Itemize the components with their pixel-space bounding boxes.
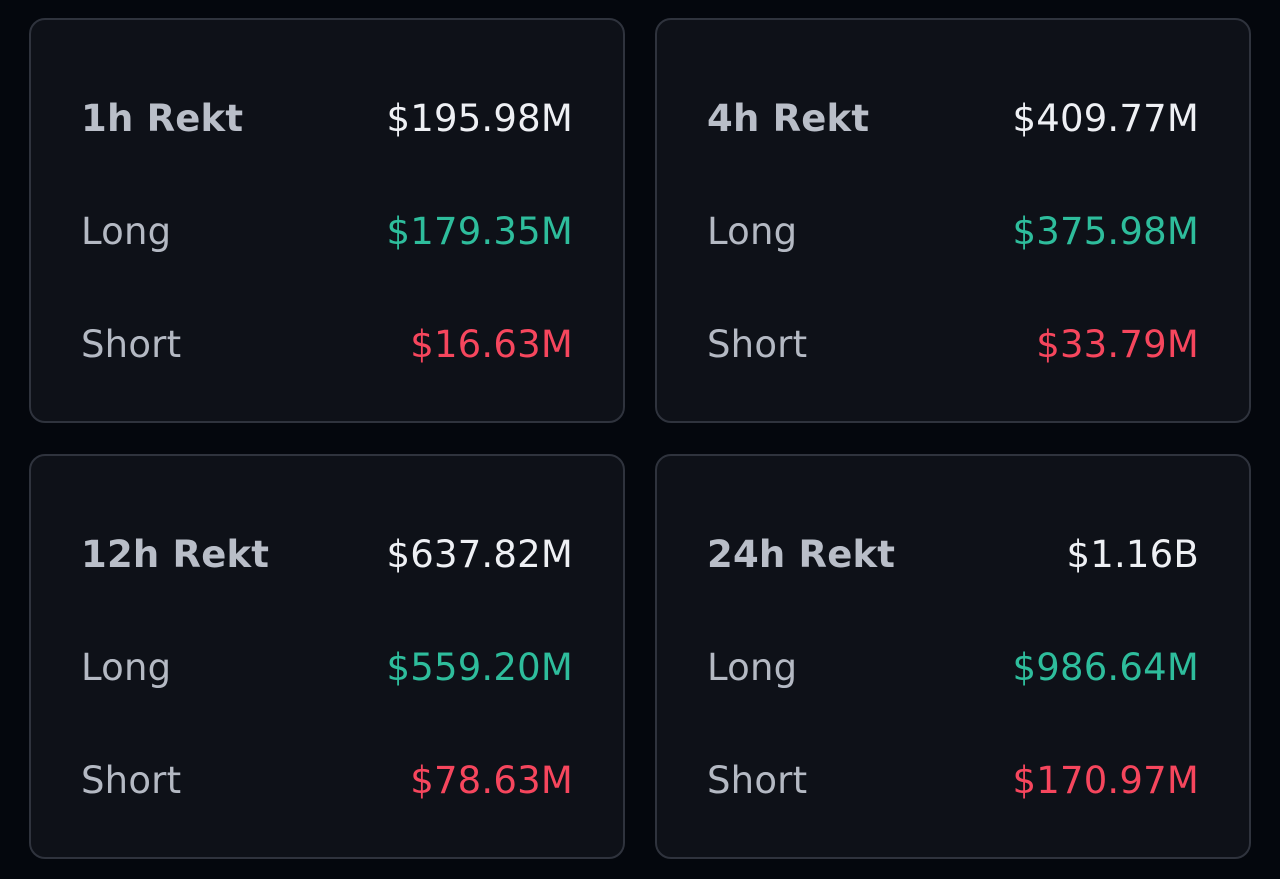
rekt-period-title: 24h Rekt: [707, 532, 896, 576]
rekt-grid: 1h Rekt $195.98M Long $179.35M Short $16…: [29, 18, 1251, 859]
short-label: Short: [707, 758, 808, 802]
short-value: $33.79M: [1036, 322, 1199, 366]
rekt-period-title: 1h Rekt: [81, 96, 244, 140]
rekt-total-value: $409.77M: [1012, 96, 1199, 140]
long-label: Long: [707, 645, 798, 689]
rekt-short-row: Short $33.79M: [707, 314, 1199, 374]
rekt-total-value: $637.82M: [386, 532, 573, 576]
long-value: $986.64M: [1012, 645, 1199, 689]
rekt-long-row: Long $986.64M: [707, 637, 1199, 697]
rekt-long-row: Long $179.35M: [81, 201, 573, 261]
rekt-long-row: Long $559.20M: [81, 637, 573, 697]
long-label: Long: [707, 209, 798, 253]
rekt-total-value: $195.98M: [386, 96, 573, 140]
short-label: Short: [707, 322, 808, 366]
rekt-card-4h[interactable]: 4h Rekt $409.77M Long $375.98M Short $33…: [655, 18, 1251, 423]
rekt-total-row: 1h Rekt $195.98M: [81, 88, 573, 148]
rekt-card-1h[interactable]: 1h Rekt $195.98M Long $179.35M Short $16…: [29, 18, 625, 423]
long-value: $559.20M: [386, 645, 573, 689]
rekt-total-value: $1.16B: [1066, 532, 1199, 576]
rekt-short-row: Short $78.63M: [81, 750, 573, 810]
rekt-card-12h[interactable]: 12h Rekt $637.82M Long $559.20M Short $7…: [29, 454, 625, 859]
short-label: Short: [81, 758, 182, 802]
rekt-short-row: Short $16.63M: [81, 314, 573, 374]
rekt-long-row: Long $375.98M: [707, 201, 1199, 261]
rekt-total-row: 24h Rekt $1.16B: [707, 524, 1199, 584]
short-value: $16.63M: [410, 322, 573, 366]
long-label: Long: [81, 645, 172, 689]
short-value: $78.63M: [410, 758, 573, 802]
long-label: Long: [81, 209, 172, 253]
rekt-total-row: 12h Rekt $637.82M: [81, 524, 573, 584]
rekt-period-title: 12h Rekt: [81, 532, 270, 576]
short-label: Short: [81, 322, 182, 366]
short-value: $170.97M: [1012, 758, 1199, 802]
long-value: $375.98M: [1012, 209, 1199, 253]
rekt-short-row: Short $170.97M: [707, 750, 1199, 810]
rekt-card-24h[interactable]: 24h Rekt $1.16B Long $986.64M Short $170…: [655, 454, 1251, 859]
long-value: $179.35M: [386, 209, 573, 253]
rekt-total-row: 4h Rekt $409.77M: [707, 88, 1199, 148]
rekt-period-title: 4h Rekt: [707, 96, 870, 140]
